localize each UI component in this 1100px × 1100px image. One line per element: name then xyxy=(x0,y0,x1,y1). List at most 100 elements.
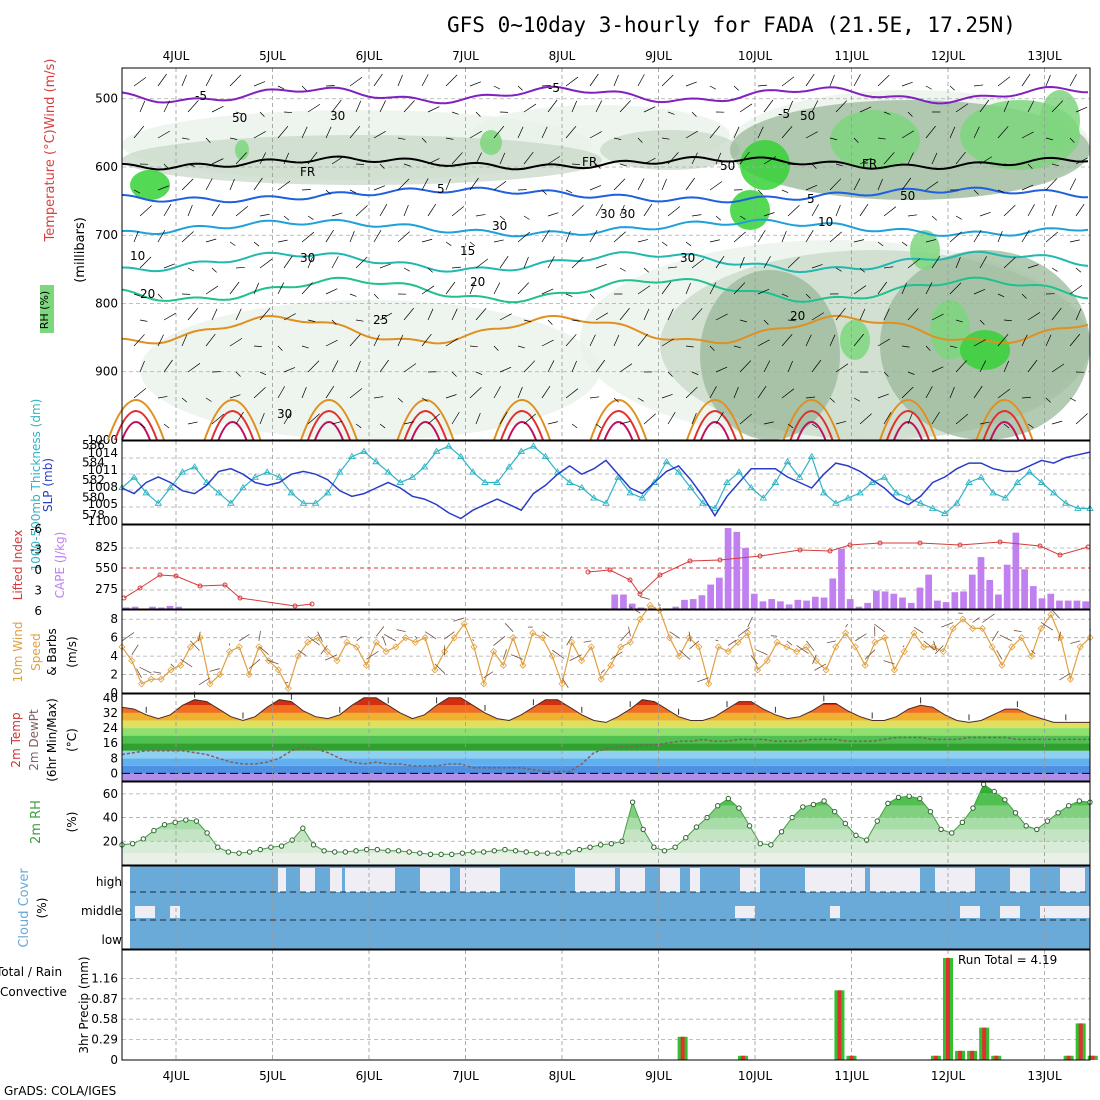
thickness-line xyxy=(121,445,1090,515)
isotherm-label: -5 xyxy=(548,81,560,95)
wind-barb xyxy=(349,125,361,139)
thickness-tick: 578 xyxy=(82,508,105,522)
wind-speed-marker xyxy=(372,638,380,646)
wind-speed-marker xyxy=(871,638,879,646)
thickness-marker xyxy=(1049,489,1058,496)
wind-barb xyxy=(787,204,800,217)
wind-barb xyxy=(1075,267,1082,273)
wind-barb xyxy=(1003,423,1010,429)
wind-barb xyxy=(325,85,335,87)
rh2m-marker xyxy=(257,846,263,853)
surface-wind-barb xyxy=(982,613,995,623)
precip-convective-bar xyxy=(958,1050,963,1060)
wind-barb xyxy=(715,215,722,221)
rh-ylabel: RH (%) xyxy=(38,291,51,329)
wind-barb xyxy=(949,231,962,243)
cloud-high-gap xyxy=(660,868,680,892)
surface-wind-barb xyxy=(923,640,936,651)
lifted-index-marker xyxy=(877,540,883,546)
wind-speed-marker xyxy=(421,634,429,642)
cape-bar xyxy=(925,574,933,609)
wind-barb xyxy=(667,266,678,269)
lifted-index-line xyxy=(587,541,1089,595)
wind-barb xyxy=(205,397,212,402)
wind-barb xyxy=(571,205,584,217)
wind-barb xyxy=(307,103,321,113)
rh2m-marker xyxy=(810,801,817,808)
wind-barb xyxy=(877,241,884,247)
wind-barb xyxy=(307,151,318,165)
rh2m-marker xyxy=(459,850,466,856)
wind-barb xyxy=(931,152,938,165)
wind-barb xyxy=(283,152,290,165)
wind-barb xyxy=(811,204,819,217)
wind-barb xyxy=(469,345,478,348)
surface-wind-barb xyxy=(639,596,651,600)
rh2m-marker xyxy=(651,844,657,850)
wind-barb xyxy=(643,267,649,273)
wind-barb xyxy=(571,256,584,269)
rh2m-marker xyxy=(555,850,561,856)
rh2m-marker xyxy=(300,825,306,831)
wind-barb xyxy=(595,359,606,373)
lifted-index-marker xyxy=(637,591,643,597)
rh-high-region xyxy=(740,140,790,190)
rh2m-marker xyxy=(725,795,732,802)
surface-wind-barb xyxy=(941,622,954,628)
wind-barb xyxy=(229,394,241,399)
rh2m-marker xyxy=(885,800,891,807)
wind-barb xyxy=(619,421,631,425)
wind-barb xyxy=(547,319,553,325)
wind-barb xyxy=(541,126,548,139)
wind-speed-marker xyxy=(724,647,732,656)
wind-barb xyxy=(613,231,626,243)
wind-barb xyxy=(691,214,702,217)
wind-ylabel-4: (m/s) xyxy=(65,636,79,667)
wind-barb xyxy=(451,308,458,321)
wind-speed-marker xyxy=(920,643,928,651)
wind-barb xyxy=(499,366,512,373)
lifted-index-marker xyxy=(197,583,203,589)
wind-barb xyxy=(307,413,320,425)
wind-barb xyxy=(619,267,626,272)
warm-contour xyxy=(410,421,441,441)
wind-barb xyxy=(541,229,550,243)
wind-tick: 0 xyxy=(110,686,118,700)
wind-barb xyxy=(469,282,475,295)
wind-barb xyxy=(523,256,529,269)
cape-bar xyxy=(628,603,636,609)
wind-barb xyxy=(229,281,240,295)
wind-barb xyxy=(691,152,698,165)
wind-barb xyxy=(709,239,720,243)
cape-bar xyxy=(149,606,156,609)
wind-barb xyxy=(925,239,937,243)
isotherm-25 xyxy=(121,314,1089,345)
thickness-marker xyxy=(336,468,344,475)
thickness-marker xyxy=(928,504,937,511)
cape-tick: 275 xyxy=(95,582,118,596)
rh2m-marker xyxy=(140,836,146,842)
wind-barb xyxy=(277,125,289,139)
rh2m-marker xyxy=(1076,798,1083,804)
wind-barb xyxy=(301,126,308,139)
wind-speed-marker xyxy=(509,634,517,642)
thickness-marker xyxy=(372,457,380,465)
wind-barb xyxy=(139,205,152,217)
wind-barb xyxy=(877,393,889,399)
thickness-marker xyxy=(420,463,429,470)
thickness-marker xyxy=(529,442,538,449)
cloud-mid-gap xyxy=(830,906,840,918)
wind-barb xyxy=(973,126,980,139)
wind-barb xyxy=(805,229,814,243)
wind-barb xyxy=(355,319,364,322)
wind-barb xyxy=(427,413,440,425)
wind-barb xyxy=(181,178,194,191)
rh-contour-label: 50 xyxy=(800,109,815,123)
surface-wind-barb xyxy=(855,633,867,642)
cloud-high-gap xyxy=(278,868,286,892)
warm-contour xyxy=(203,399,262,441)
precip-conv-label: Convective xyxy=(0,985,67,999)
wind-barb xyxy=(187,307,199,321)
precip-convective-bar xyxy=(982,1027,987,1060)
cape-bar xyxy=(986,579,994,609)
